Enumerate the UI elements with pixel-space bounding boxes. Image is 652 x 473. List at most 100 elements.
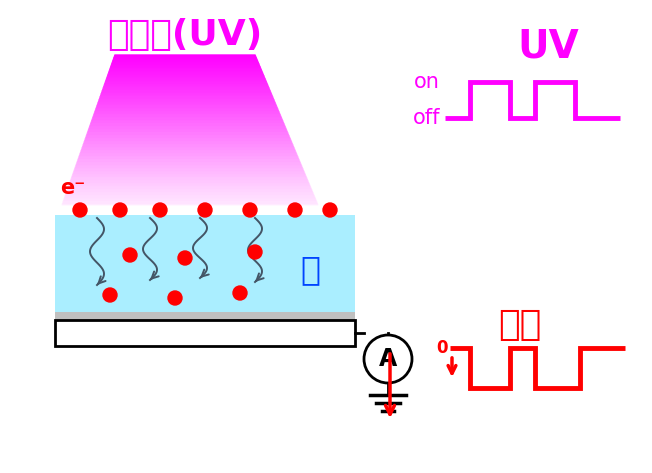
- Polygon shape: [81, 149, 295, 151]
- Polygon shape: [96, 107, 278, 109]
- Polygon shape: [78, 160, 300, 161]
- Polygon shape: [92, 120, 283, 121]
- Polygon shape: [100, 97, 273, 98]
- Polygon shape: [110, 67, 261, 69]
- Polygon shape: [104, 84, 267, 85]
- Polygon shape: [107, 76, 265, 78]
- Polygon shape: [69, 183, 309, 184]
- Polygon shape: [74, 169, 304, 170]
- Text: 紫外线(UV): 紫外线(UV): [108, 18, 263, 52]
- Polygon shape: [74, 170, 304, 172]
- Text: 0: 0: [436, 339, 448, 357]
- Polygon shape: [113, 60, 258, 61]
- Polygon shape: [112, 62, 259, 64]
- Polygon shape: [72, 174, 305, 175]
- Polygon shape: [72, 176, 306, 178]
- Text: 冰: 冰: [300, 254, 320, 287]
- Polygon shape: [76, 165, 302, 166]
- Circle shape: [323, 203, 337, 217]
- Polygon shape: [110, 69, 261, 70]
- Text: A: A: [379, 347, 397, 371]
- Circle shape: [123, 248, 137, 262]
- Bar: [55, 320, 355, 346]
- Polygon shape: [78, 158, 299, 160]
- Circle shape: [288, 203, 302, 217]
- Polygon shape: [111, 64, 259, 65]
- Polygon shape: [67, 189, 312, 190]
- Polygon shape: [93, 115, 281, 116]
- Polygon shape: [91, 123, 284, 124]
- Polygon shape: [63, 201, 317, 202]
- Circle shape: [243, 203, 257, 217]
- Polygon shape: [102, 91, 271, 93]
- Polygon shape: [69, 184, 310, 185]
- Bar: [55, 312, 355, 320]
- Polygon shape: [115, 55, 256, 56]
- Polygon shape: [100, 96, 273, 97]
- Polygon shape: [106, 78, 265, 79]
- Polygon shape: [85, 139, 291, 140]
- Polygon shape: [86, 134, 289, 136]
- Circle shape: [178, 251, 192, 265]
- Polygon shape: [111, 65, 260, 67]
- Polygon shape: [112, 61, 258, 62]
- Polygon shape: [65, 196, 315, 198]
- Polygon shape: [84, 140, 291, 142]
- Polygon shape: [64, 198, 316, 199]
- Polygon shape: [89, 129, 286, 130]
- Polygon shape: [88, 130, 287, 131]
- Polygon shape: [91, 121, 284, 123]
- Polygon shape: [87, 131, 288, 133]
- Bar: [55, 215, 355, 320]
- Polygon shape: [68, 185, 310, 187]
- Polygon shape: [90, 124, 285, 125]
- Polygon shape: [101, 93, 271, 94]
- Text: UV: UV: [517, 28, 579, 66]
- Polygon shape: [70, 179, 308, 181]
- Polygon shape: [95, 112, 280, 114]
- Polygon shape: [81, 151, 296, 152]
- Circle shape: [198, 203, 212, 217]
- Polygon shape: [76, 163, 301, 165]
- Polygon shape: [75, 167, 303, 169]
- Polygon shape: [98, 102, 275, 103]
- Polygon shape: [62, 203, 318, 205]
- Circle shape: [248, 245, 262, 259]
- Polygon shape: [65, 194, 314, 196]
- Polygon shape: [82, 147, 294, 148]
- Polygon shape: [102, 89, 270, 91]
- Polygon shape: [108, 75, 264, 76]
- Polygon shape: [72, 175, 306, 176]
- Polygon shape: [67, 192, 313, 193]
- Polygon shape: [95, 109, 278, 111]
- Polygon shape: [100, 94, 272, 96]
- Polygon shape: [66, 193, 314, 194]
- Polygon shape: [92, 118, 282, 120]
- Polygon shape: [105, 82, 267, 84]
- Polygon shape: [89, 125, 285, 127]
- Polygon shape: [77, 161, 301, 163]
- Polygon shape: [67, 190, 312, 192]
- Circle shape: [233, 286, 247, 300]
- Polygon shape: [86, 136, 289, 138]
- Polygon shape: [63, 202, 318, 203]
- Circle shape: [153, 203, 167, 217]
- Polygon shape: [85, 138, 290, 139]
- Polygon shape: [82, 148, 295, 149]
- Polygon shape: [97, 105, 276, 106]
- Polygon shape: [103, 87, 269, 88]
- Polygon shape: [64, 199, 316, 201]
- Polygon shape: [98, 100, 274, 102]
- Polygon shape: [94, 114, 280, 115]
- Polygon shape: [68, 187, 311, 189]
- Polygon shape: [71, 178, 307, 179]
- Polygon shape: [73, 172, 304, 174]
- Circle shape: [364, 335, 412, 383]
- Polygon shape: [79, 156, 298, 157]
- Polygon shape: [106, 79, 266, 80]
- Circle shape: [168, 291, 182, 305]
- Polygon shape: [80, 152, 297, 154]
- Polygon shape: [95, 111, 279, 112]
- Polygon shape: [108, 73, 263, 75]
- Polygon shape: [96, 106, 277, 107]
